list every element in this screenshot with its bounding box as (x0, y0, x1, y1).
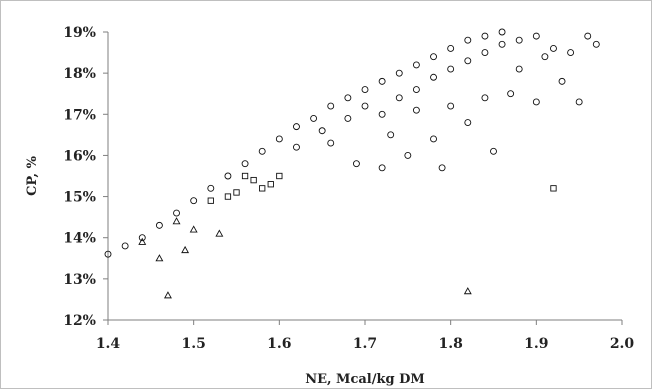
data-point-circle (207, 184, 215, 192)
x-tick-label: 1.9 (524, 336, 548, 352)
data-point-circle (490, 147, 497, 155)
data-point-circle (395, 69, 403, 77)
data-point-circle (550, 45, 557, 52)
data-points (104, 28, 600, 299)
data-point-circle (498, 28, 506, 36)
data-point-circle (464, 36, 472, 44)
data-point-square (207, 197, 214, 204)
data-point-circle (241, 160, 249, 168)
data-point-circle (412, 106, 420, 114)
y-tick-label: 14% (63, 231, 96, 247)
axes: 1.4 1.5 1.6 1.7 1.8 1.9 2.0 12% 13% 14% 15% 16% 17% 1… (63, 25, 634, 352)
y-tick-label: 15% (63, 190, 96, 206)
data-point-circle (481, 49, 489, 57)
data-point-circle (541, 53, 549, 61)
data-point-circle (173, 209, 180, 217)
data-point-circle (318, 127, 326, 135)
data-point-circle (464, 119, 472, 126)
data-point-triangle (172, 217, 181, 225)
data-point-square (224, 193, 232, 200)
data-point-circle (481, 94, 489, 102)
x-axis-title: NE, Mcal/kg DM (305, 372, 425, 387)
data-point-circle (532, 32, 540, 40)
data-point-circle (121, 242, 129, 250)
data-point-circle (404, 151, 412, 159)
data-point-circle (532, 98, 540, 106)
data-point-circle (352, 160, 360, 168)
data-point-circle (464, 57, 472, 65)
y-tick-label: 19% (63, 25, 96, 41)
data-point-square (250, 176, 257, 184)
data-point-triangle (215, 229, 224, 237)
data-point-circle (327, 102, 335, 110)
y-tick-label: 17% (63, 107, 96, 123)
data-point-circle (344, 94, 352, 102)
data-point-square (259, 185, 266, 192)
data-point-circle (258, 147, 266, 155)
data-point-square (233, 189, 240, 196)
data-point-circle (584, 32, 592, 40)
data-point-circle (447, 45, 455, 52)
data-point-triangle (463, 287, 472, 295)
data-point-circle (412, 86, 420, 94)
data-point-circle (430, 135, 437, 143)
data-point-square (276, 172, 283, 180)
data-point-circle (412, 61, 420, 69)
data-point-circle (293, 143, 300, 151)
data-point-circle (310, 114, 318, 122)
data-point-circle (481, 32, 489, 40)
data-point-circle (447, 102, 455, 110)
data-point-circle (361, 86, 369, 94)
data-point-circle (378, 164, 386, 172)
data-point-circle (138, 234, 146, 242)
data-point-circle (190, 197, 198, 205)
x-tick-label: 1.6 (267, 336, 291, 352)
x-tick-label: 1.4 (96, 336, 121, 352)
data-point-triangle (155, 254, 164, 262)
data-point-triangle (164, 291, 172, 299)
data-point-circle (387, 131, 395, 139)
data-point-square (241, 172, 249, 180)
data-point-triangle (138, 237, 147, 245)
data-point-circle (104, 250, 112, 258)
data-point-circle (592, 40, 600, 48)
y-axis-title: CP, % (25, 155, 40, 195)
x-tick-label: 1.5 (181, 336, 205, 352)
y-tick-label: 16% (63, 148, 96, 164)
data-point-triangle (181, 245, 190, 254)
data-point-circle (293, 123, 300, 131)
data-point-circle (361, 102, 369, 110)
data-point-circle (438, 164, 446, 172)
x-tick-label: 1.7 (353, 336, 377, 352)
data-point-circle (430, 53, 437, 61)
data-point-circle (430, 73, 437, 81)
data-point-circle (558, 77, 566, 85)
y-tick-label: 18% (63, 66, 96, 82)
data-point-circle (498, 40, 506, 48)
data-point-circle (327, 139, 335, 147)
data-point-circle (395, 94, 403, 102)
data-point-circle (155, 221, 163, 229)
data-point-circle (344, 114, 352, 122)
data-point-circle (515, 36, 523, 44)
data-point-circle (575, 98, 583, 106)
data-point-circle (378, 110, 386, 118)
data-point-circle (507, 90, 515, 98)
y-tick-label: 13% (63, 272, 96, 288)
data-point-triangle (189, 225, 198, 233)
data-point-circle (447, 65, 455, 73)
x-tick-label: 2.0 (610, 336, 635, 352)
data-point-circle (515, 65, 523, 73)
data-point-circle (378, 77, 386, 85)
data-point-circle (275, 135, 283, 143)
data-point-circle (567, 49, 575, 57)
data-point-square (267, 181, 274, 188)
data-point-square (550, 185, 557, 192)
data-point-circle (224, 172, 232, 180)
y-tick-label: 12% (63, 313, 96, 329)
x-tick-label: 1.8 (438, 336, 462, 352)
